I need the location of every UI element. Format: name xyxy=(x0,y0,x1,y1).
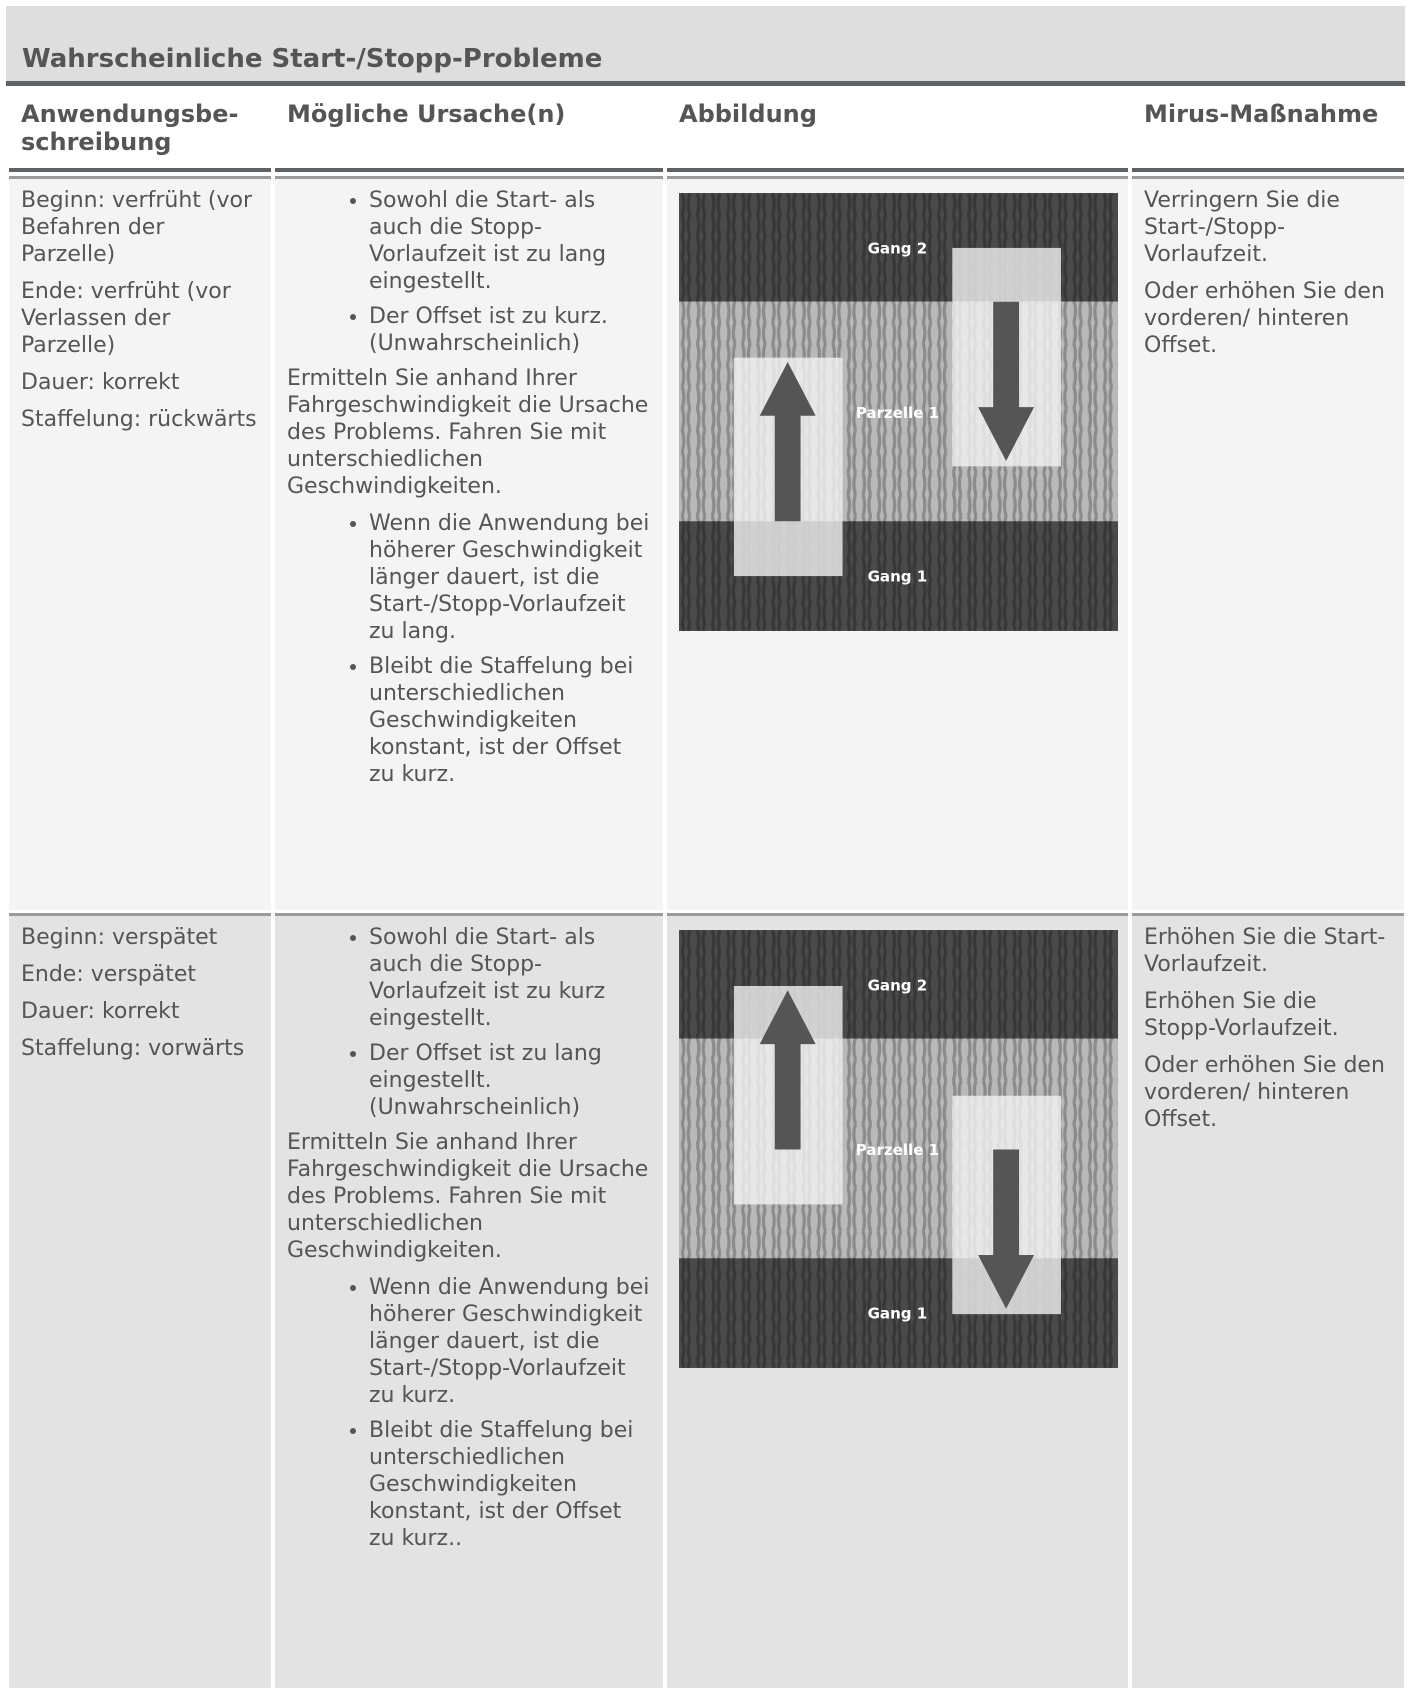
illustration-label: Gang 1 xyxy=(868,1304,928,1322)
illustration-label: Parzelle 1 xyxy=(856,1141,939,1159)
measure-line: Verringern Sie die Start-/Stopp-Vorlaufz… xyxy=(1144,188,1340,267)
description-line: Beginn: verfrüht (vor Befahren der Parze… xyxy=(21,188,252,267)
cause-item: Sowohl die Start- als auch die Stopp-Vor… xyxy=(369,924,651,1032)
title-bar: Wahrscheinliche Start-/Stopp-Probleme xyxy=(6,6,1405,86)
title: Wahrscheinliche Start-/Stopp-Probleme xyxy=(22,44,603,74)
cause-sub-item: Bleibt die Staffelung bei unterschiedlic… xyxy=(369,1417,651,1552)
cause-sub-item: Wenn die Anwendung bei höherer Geschwind… xyxy=(369,1274,651,1409)
table-cell: Sowohl die Start- als auch die Stopp-Vor… xyxy=(275,913,663,1688)
illustration-label: Gang 2 xyxy=(868,239,928,257)
table-cell: Erhöhen Sie die Start-Vorlaufzeit. Erhöhe… xyxy=(1132,913,1404,1688)
table-cell: Sowohl die Start- als auch die Stopp-Vor… xyxy=(275,176,663,910)
column-header: Mirus-Maßnahme xyxy=(1132,92,1404,172)
cause-paragraph: Ermitteln Sie anhand Ihrer Fahrgeschwind… xyxy=(287,1130,649,1263)
arrow-down xyxy=(978,301,1035,461)
cause-sub-item: Bleibt die Staffelung bei unterschiedlic… xyxy=(369,653,651,788)
table-cell: Beginn: verspätet Ende: verspätet Dauer: k… xyxy=(9,913,271,1688)
description-line: Ende: verfrüht (vor Verlassen der Parzel… xyxy=(21,279,231,358)
cause-sub-list: Wenn die Anwendung bei höherer Geschwind… xyxy=(287,510,651,788)
column-header: Mögliche Ursache(n) xyxy=(275,92,663,172)
arrow-up xyxy=(759,990,816,1150)
measure-line: Oder erhöhen Sie den vorderen/ hinteren … xyxy=(1144,279,1385,358)
illustration-label: Gang 1 xyxy=(868,567,928,585)
illustration-label: Gang 2 xyxy=(868,976,928,994)
cause-item: Sowohl die Start- als auch die Stopp-Vor… xyxy=(369,187,651,295)
table-cell: Verringern Sie die Start-/Stopp-Vorlaufz… xyxy=(1132,176,1404,910)
illustration-label: Parzelle 1 xyxy=(856,404,939,422)
cause-sub-list: Wenn die Anwendung bei höherer Geschwind… xyxy=(287,1274,651,1552)
arrow-up xyxy=(759,361,816,522)
cause-item: Der Offset ist zu lang eingestellt. (Unw… xyxy=(369,1040,651,1121)
cause-paragraph: Ermitteln Sie anhand Ihrer Fahrgeschwind… xyxy=(287,366,649,499)
cause-list: Sowohl die Start- als auch die Stopp-Vor… xyxy=(287,924,651,1121)
description-line: Dauer: korrekt xyxy=(21,999,180,1024)
illustration: Gang 2 Parzelle 1 Gang 1 xyxy=(679,930,1118,1368)
description-line: Beginn: verspätet xyxy=(21,925,218,950)
arrow-down xyxy=(978,1149,1035,1309)
description-line: Staffelung: vorwärts xyxy=(21,1036,245,1061)
cause-item: Der Offset ist zu kurz. (Unwahrscheinlic… xyxy=(369,303,651,357)
cause-sub-item: Wenn die Anwendung bei höherer Geschwind… xyxy=(369,510,651,645)
measure-line: Erhöhen Sie die Start-Vorlaufzeit. xyxy=(1144,925,1386,977)
measure-line: Oder erhöhen Sie den vorderen/ hinteren … xyxy=(1144,1053,1385,1132)
table-cell: Beginn: verfrüht (vor Befahren der Parze… xyxy=(9,176,271,910)
illustration: Gang 2 Parzelle 1 Gang 1 xyxy=(679,193,1118,631)
measure-line: Erhöhen Sie die Stopp-Vorlaufzeit. xyxy=(1144,989,1339,1041)
cause-list: Sowohl die Start- als auch die Stopp-Vor… xyxy=(287,187,651,357)
column-header: Anwendungsbe-schreibung xyxy=(9,92,271,172)
description-line: Ende: verspätet xyxy=(21,962,197,987)
column-header: Abbildung xyxy=(667,92,1128,172)
description-line: Dauer: korrekt xyxy=(21,370,180,395)
table-cell: Gang 2 Parzelle 1 Gang 1 xyxy=(667,176,1128,910)
description-line: Staffelung: rückwärts xyxy=(21,407,257,432)
table-cell: Gang 2 Parzelle 1 Gang 1 xyxy=(667,913,1128,1688)
